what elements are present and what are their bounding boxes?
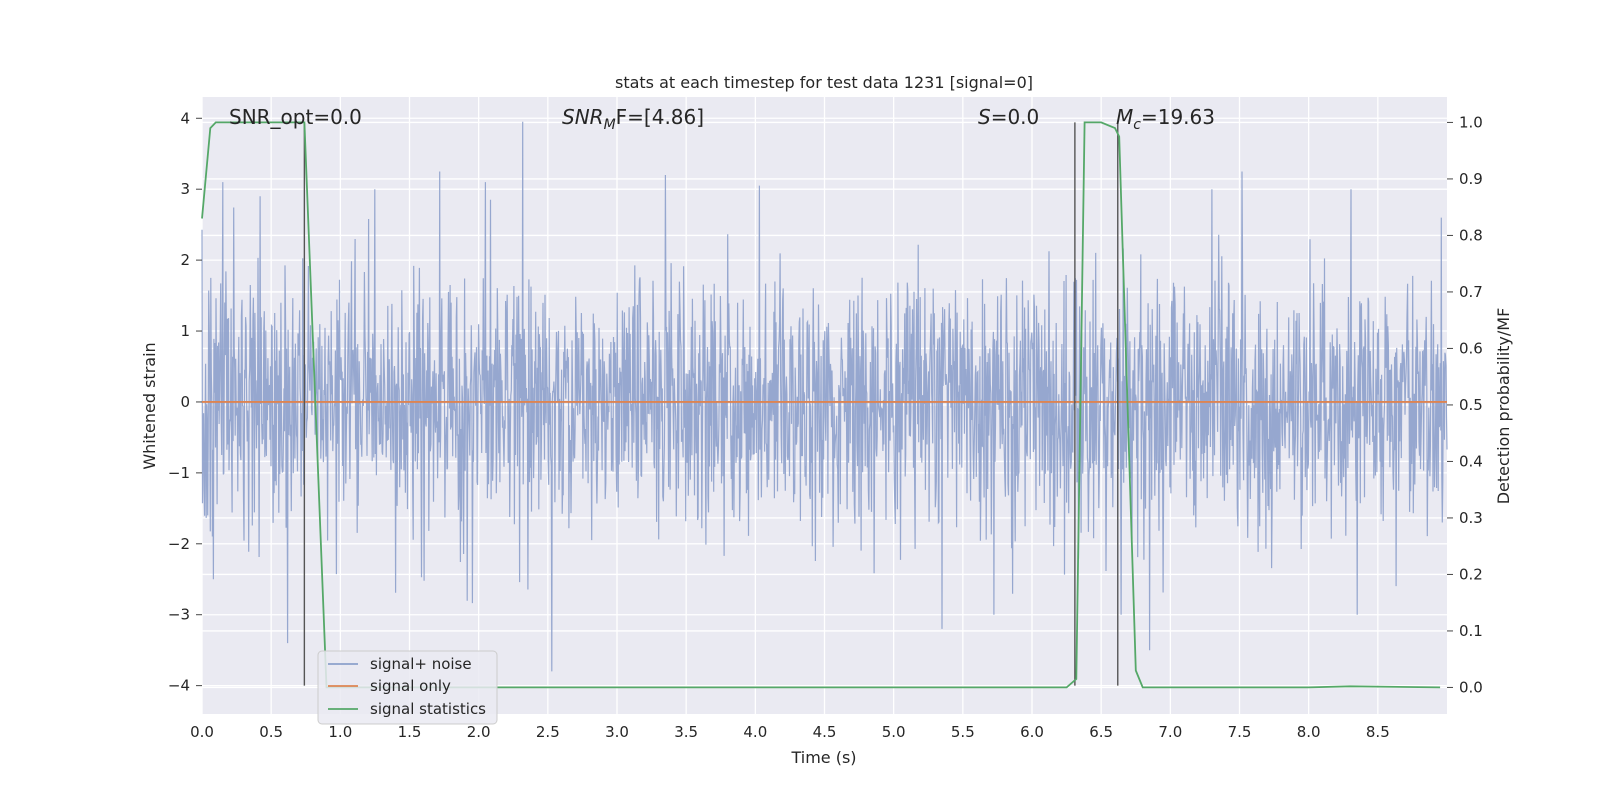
x-tick-label: 6.5	[1089, 723, 1113, 741]
x-tick-label: 3.5	[674, 723, 698, 741]
signal-noise-series	[201, 121, 1448, 672]
annotation-mc-prefix: M	[1116, 105, 1133, 129]
y-right-tick-label: 0.0	[1459, 678, 1483, 696]
annotation-snr-mf-prefix: SNR	[562, 105, 604, 129]
signal-noise-line	[201, 121, 1448, 672]
y-right-tick-label: 0.6	[1459, 339, 1483, 357]
y-right-tick-label: 0.7	[1459, 283, 1483, 301]
y-right-axis-ticks: 0.0 0.1 0.2 0.3 0.4 0.5 0.6 0.7 0.8 0.9 1.0	[1447, 113, 1483, 696]
legend: signal+ noise signal only signal statist…	[317, 650, 498, 725]
annotation-snr-mf: SNRMF=[4.86]	[562, 105, 704, 133]
x-tick-label: 6.0	[1020, 723, 1044, 741]
x-tick-label: 8.0	[1297, 723, 1321, 741]
y-tick-label: 4	[180, 109, 190, 127]
x-tick-label: 2.5	[536, 723, 560, 741]
x-axis-label: Time (s)	[790, 748, 856, 767]
y-tick-label: 0	[180, 393, 190, 411]
legend-label-signal: signal only	[370, 677, 451, 695]
plot-area	[201, 97, 1448, 714]
annotation-snr-mf-sub: M	[604, 117, 616, 133]
y-right-tick-label: 0.9	[1459, 170, 1483, 188]
x-tick-label: 4.0	[743, 723, 767, 741]
annotations: SNR_opt=0.0 SNRMF=[4.86] S=0.0 Mc=19.63	[229, 105, 1215, 133]
x-tick-label: 5.5	[951, 723, 975, 741]
y-right-axis-label: Detection probability/MF	[1494, 308, 1513, 505]
annotation-mc: Mc=19.63	[1116, 105, 1215, 133]
x-axis-ticks: 0.0 0.5 1.0 1.5 2.0 2.5 3.0 3.5 4.0 4.5 5.0 5.5 6.0 6…	[190, 723, 1390, 741]
vertical-markers	[303, 122, 1119, 686]
annotation-s-prefix: S	[978, 105, 991, 129]
legend-label-statistics: signal statistics	[370, 700, 486, 718]
legend-box	[317, 650, 498, 725]
x-tick-label: 8.5	[1366, 723, 1390, 741]
y-tick-label: 3	[180, 180, 190, 198]
y-tick-label: −1	[168, 464, 190, 482]
y-axis-ticks: −4 −3 −2 −1 0 1 2 3 4	[168, 109, 202, 695]
legend-label-noise: signal+ noise	[370, 655, 472, 673]
signal-statistics-line	[201, 121, 1441, 689]
y-tick-label: 1	[180, 322, 190, 340]
y-right-tick-label: 0.4	[1459, 452, 1483, 470]
x-tick-label: 7.5	[1228, 723, 1252, 741]
y-right-tick-label: 0.2	[1459, 565, 1483, 583]
x-tick-label: 3.0	[605, 723, 629, 741]
y-axis-label: Whitened strain	[140, 342, 159, 469]
y-right-tick-label: 1.0	[1459, 113, 1483, 131]
y-right-tick-label: 0.3	[1459, 509, 1483, 527]
x-tick-label: 4.5	[813, 723, 837, 741]
y-right-tick-label: 0.5	[1459, 396, 1483, 414]
annotation-snr-mf-suffix: F=[4.86]	[616, 105, 704, 129]
chart-title: stats at each timestep for test data 123…	[615, 73, 1033, 92]
x-tick-label: 0.5	[259, 723, 283, 741]
y-tick-label: −2	[168, 535, 190, 553]
x-tick-label: 1.0	[328, 723, 352, 741]
annotation-mc-sub: c	[1133, 117, 1141, 133]
x-tick-label: 2.0	[467, 723, 491, 741]
annotation-snr-opt: SNR_opt=0.0	[229, 105, 362, 129]
x-tick-label: 1.5	[398, 723, 422, 741]
y-right-tick-label: 0.8	[1459, 226, 1483, 244]
x-tick-label: 0.0	[190, 723, 214, 741]
x-tick-label: 7.0	[1158, 723, 1182, 741]
y-right-tick-label: 0.1	[1459, 622, 1483, 640]
x-tick-label: 5.0	[882, 723, 906, 741]
annotation-s: S=0.0	[978, 105, 1039, 129]
y-tick-label: −4	[168, 677, 190, 695]
annotation-mc-suffix: =19.63	[1141, 105, 1215, 129]
y-tick-label: 2	[180, 251, 190, 269]
annotation-s-suffix: =0.0	[991, 105, 1040, 129]
signal-statistics-series	[201, 121, 1441, 689]
y-tick-label: −3	[168, 606, 190, 624]
